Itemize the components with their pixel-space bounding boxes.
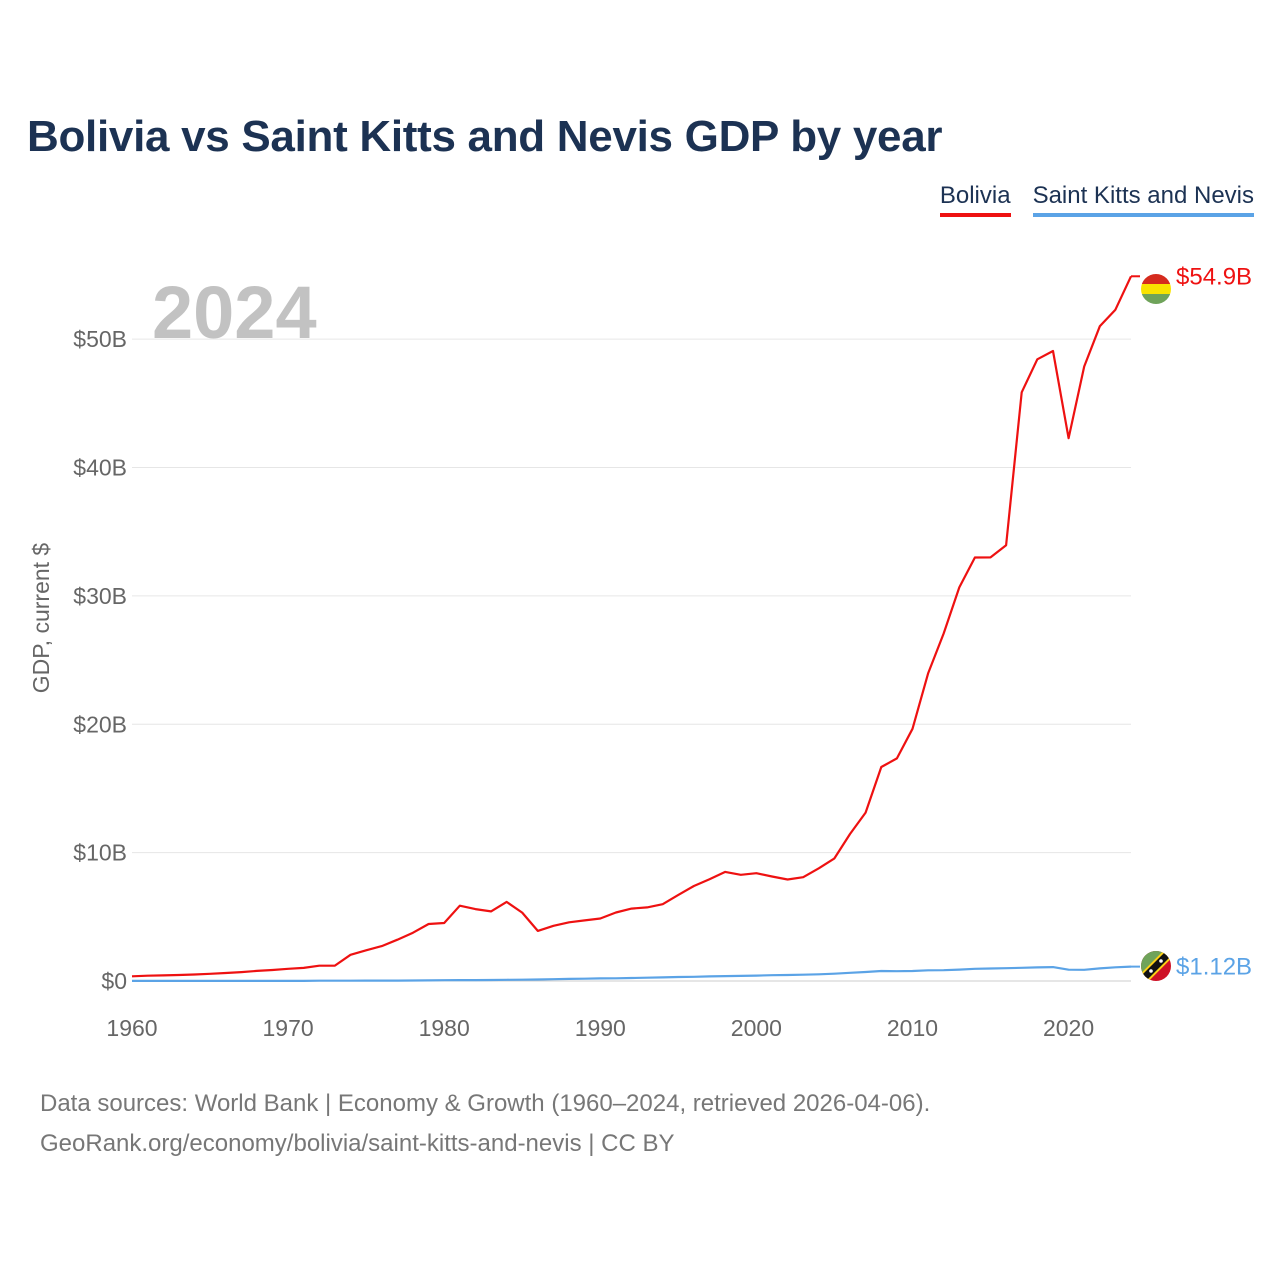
legend: Bolivia Saint Kitts and Nevis	[939, 182, 1254, 217]
series-line-saint-kitts-and-nevis[interactable]	[132, 965, 1132, 983]
grid-lines	[132, 338, 1131, 982]
x-axis: 1960 1970 1980 1990 2000 2010 2020	[106, 1015, 1094, 1041]
series-line-bolivia[interactable]	[131, 275, 1132, 978]
y-axis: $0 $10B $20B $30B $40B $50B	[73, 326, 127, 994]
source-note: Data sources: World Bank | Economy & Gro…	[40, 1084, 930, 1164]
legend-item-bolivia[interactable]: Bolivia	[939, 182, 1011, 217]
end-value-label-saint-kitts-and-nevis: $1.12B	[1176, 954, 1252, 981]
y-tick-label: $40B	[73, 455, 127, 481]
x-tick-label: 2000	[731, 1015, 782, 1041]
y-tick-label: $30B	[73, 583, 127, 609]
end-value-label-bolivia: $54.9B	[1176, 263, 1252, 290]
y-tick-label: $10B	[73, 840, 127, 866]
saint-kitts-and-nevis-flag-icon	[1141, 951, 1171, 981]
end-labels: $54.9B $1.12B	[1176, 263, 1252, 980]
chart-title: Bolivia vs Saint Kitts and Nevis GDP by …	[27, 112, 943, 161]
y-tick-label: $20B	[73, 711, 127, 737]
x-tick-label: 1990	[575, 1015, 626, 1041]
source-line-1: Data sources: World Bank | Economy & Gro…	[40, 1090, 931, 1117]
year-watermark: 2024	[152, 271, 317, 354]
y-tick-label: $0	[101, 968, 127, 994]
flags	[1141, 274, 1171, 981]
x-tick-label: 1970	[263, 1015, 314, 1041]
series-lines	[131, 275, 1140, 983]
y-axis-title: GDP, current $	[28, 543, 54, 694]
x-tick-label: 2020	[1043, 1015, 1094, 1041]
source-line-2[interactable]: GeoRank.org/economy/bolivia/saint-kitts-…	[40, 1130, 675, 1157]
x-tick-label: 2010	[887, 1015, 938, 1041]
bolivia-flag-icon	[1141, 274, 1171, 304]
y-tick-label: $50B	[73, 326, 127, 352]
x-tick-label: 1960	[106, 1015, 157, 1041]
legend-item-saint-kitts-and-nevis[interactable]: Saint Kitts and Nevis	[1032, 182, 1254, 217]
x-tick-label: 1980	[419, 1015, 470, 1041]
